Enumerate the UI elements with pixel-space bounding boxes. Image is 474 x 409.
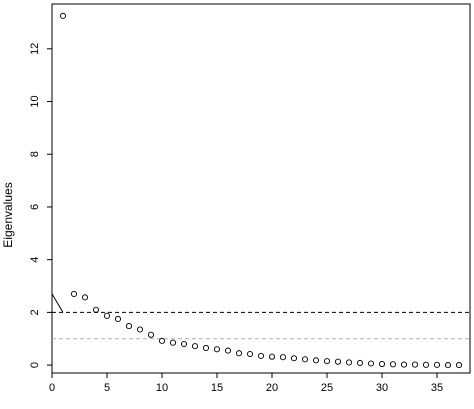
data-point-34 [422,361,430,368]
data-point-17 [235,350,243,357]
data-point-18 [246,350,254,358]
data-point-14 [202,344,210,352]
data-point-30 [378,360,386,368]
x-tick-label-10: 10 [156,382,168,394]
data-point-29 [367,360,375,367]
data-point-10 [158,337,166,344]
y-tick-label-10: 10 [29,95,41,107]
data-point-8 [136,326,144,333]
data-point-37 [455,362,463,369]
data-point-32 [400,361,408,368]
x-tick-label-25: 25 [321,382,333,394]
data-point-3 [81,294,89,301]
data-point-22 [290,355,298,362]
y-tick-label-6: 6 [29,204,41,210]
y-axis-label: Eigenvalues [1,182,15,247]
data-point-24 [312,357,320,364]
y-tick-label-4: 4 [29,257,41,263]
data-point-9 [147,331,155,338]
data-point-33 [411,361,419,368]
data-point-7 [125,323,133,330]
left-segment-line [51,293,64,313]
data-point-31 [389,361,397,368]
y-tick-label-0: 0 [29,362,41,368]
data-point-36 [444,362,452,369]
data-point-1 [59,12,67,19]
data-point-23 [301,356,309,363]
data-point-15 [213,346,221,353]
x-tick-label-35: 35 [431,382,443,394]
data-point-35 [433,361,441,368]
data-point-12 [180,340,188,348]
data-point-6 [114,315,122,323]
data-point-20 [268,353,276,360]
x-tick-label-30: 30 [376,382,388,394]
y-tick-label-12: 12 [29,43,41,55]
y-tick-label-8: 8 [29,151,41,157]
x-tick-label-5: 5 [104,382,110,394]
data-point-27 [345,359,353,366]
data-point-19 [257,352,265,359]
plot-area: 0 5 10 15 20 25 30 35 0 2 4 6 8 10 12 [29,3,471,394]
x-tick-label-15: 15 [211,382,223,394]
data-point-11 [169,339,177,346]
data-point-28 [356,359,364,367]
data-point-16 [224,347,232,354]
data-point-26 [334,358,342,365]
data-point-21 [279,354,287,361]
x-tick-label-20: 20 [266,382,278,394]
y-tick-label-2: 2 [29,309,41,315]
data-point-4 [92,306,100,313]
x-tick-label-0: 0 [49,382,55,394]
data-point-25 [323,358,331,365]
data-point-2 [70,290,78,297]
data-point-13 [191,343,199,350]
data-point-5 [103,312,111,319]
plot-border [51,3,471,374]
